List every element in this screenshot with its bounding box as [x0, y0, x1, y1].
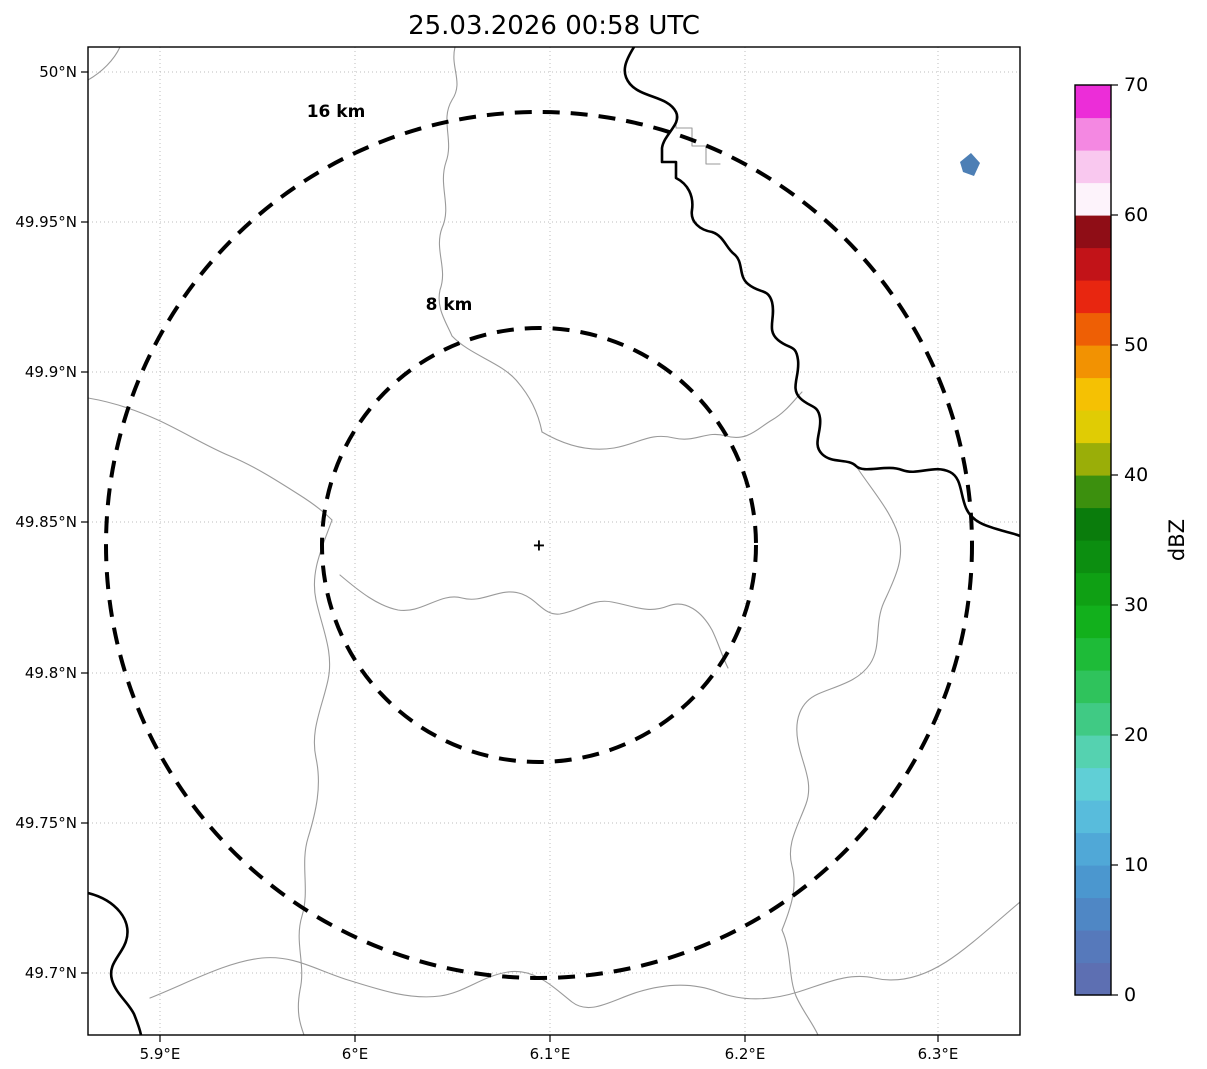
colorbar-axis-label: dBZ [1165, 519, 1189, 561]
admin-boundary-line [339, 574, 729, 669]
national-border-line [88, 891, 143, 1035]
x-axis-tick-label: 5.9°E [140, 1045, 181, 1063]
colorbar-band [1075, 507, 1111, 541]
colorbar-band [1075, 735, 1111, 769]
plot-title: 25.03.2026 00:58 UTC [408, 11, 700, 41]
colorbar-band [1075, 182, 1111, 216]
admin-boundary-line [297, 519, 333, 1035]
colorbar-band [1075, 832, 1111, 866]
colorbar-band [1075, 702, 1111, 736]
admin-boundary-line [88, 47, 121, 81]
national-border-line [623, 47, 1020, 538]
plot-border [87, 46, 1021, 1036]
colorbar-band [1075, 85, 1111, 119]
x-axis-tick-label: 6.1°E [530, 1045, 571, 1063]
admin-boundary-line [675, 111, 721, 165]
x-axis-tick-label: 6.3°E [918, 1045, 959, 1063]
y-axis: 50°N 49.95°N 49.9°N 49.85°N 49.8°N 49.75… [15, 63, 88, 982]
colorbar-band [1075, 475, 1111, 509]
colorbar-band [1075, 540, 1111, 574]
range-ring-label-16km: 16 km [307, 102, 366, 122]
range-rings: 16 km 8 km + [104, 102, 974, 980]
colorbar-frame [1074, 84, 1112, 996]
range-ring-outer-16km [104, 110, 974, 980]
colorbar-tick-label: 20 [1124, 724, 1148, 746]
admin-boundary-line [149, 901, 1020, 1008]
colorbar-band [1075, 215, 1111, 249]
colorbar-band [1075, 150, 1111, 184]
admin-boundary-line [781, 465, 902, 931]
colorbar-band [1075, 800, 1111, 834]
colorbar-band [1075, 247, 1111, 281]
y-axis-tick-label: 49.9°N [25, 363, 77, 381]
y-axis-tick-label: 49.75°N [15, 814, 77, 832]
x-axis: 5.9°E 6°E 6.1°E 6.2°E 6.3°E [140, 1035, 959, 1063]
colorbar-band [1075, 670, 1111, 704]
radar-center-marker: + [532, 536, 545, 555]
colorbar-band [1075, 637, 1111, 671]
colorbar: 0 10 20 30 40 50 60 70 dBZ [1074, 74, 1189, 1006]
y-axis-tick-label: 49.85°N [15, 513, 77, 531]
colorbar-band [1075, 442, 1111, 476]
y-axis-tick-label: 49.8°N [25, 664, 77, 682]
colorbar-band [1075, 117, 1111, 151]
admin-boundary-line [438, 47, 543, 433]
x-axis-tick-label: 6.2°E [725, 1045, 766, 1063]
colorbar-band [1075, 930, 1111, 964]
grid-lines [88, 47, 1020, 1035]
colorbar-tick-label: 0 [1124, 984, 1136, 1006]
y-axis-tick-label: 49.95°N [15, 213, 77, 231]
colorbar-band [1075, 280, 1111, 314]
y-axis-tick-label: 49.7°N [25, 964, 77, 982]
colorbar-band [1075, 865, 1111, 899]
admin-boundary-line [541, 391, 803, 450]
colorbar-tick-label: 60 [1124, 204, 1148, 226]
radar-echo [960, 153, 980, 176]
colorbar-tick-label: 70 [1124, 74, 1148, 96]
colorbar-band [1075, 345, 1111, 379]
colorbar-band [1075, 312, 1111, 346]
colorbar-band [1075, 410, 1111, 444]
colorbar-tick-label: 40 [1124, 464, 1148, 486]
colorbar-tick-label: 30 [1124, 594, 1148, 616]
colorbar-band [1075, 767, 1111, 801]
range-ring-label-8km: 8 km [426, 295, 473, 315]
colorbar-band [1075, 897, 1111, 931]
admin-boundary-line [781, 929, 819, 1035]
colorbar-band [1075, 962, 1111, 996]
colorbar-tick-label: 10 [1124, 854, 1148, 876]
colorbar-band [1075, 377, 1111, 411]
colorbar-tick-label: 50 [1124, 334, 1148, 356]
colorbar-bands [1075, 85, 1111, 996]
colorbar-band [1075, 605, 1111, 639]
range-ring-inner-8km [320, 326, 758, 764]
x-axis-tick-label: 6°E [342, 1045, 369, 1063]
map-layers [88, 47, 1020, 1035]
admin-boundary-line [88, 397, 333, 521]
y-axis-tick-label: 50°N [39, 63, 77, 81]
colorbar-band [1075, 572, 1111, 606]
